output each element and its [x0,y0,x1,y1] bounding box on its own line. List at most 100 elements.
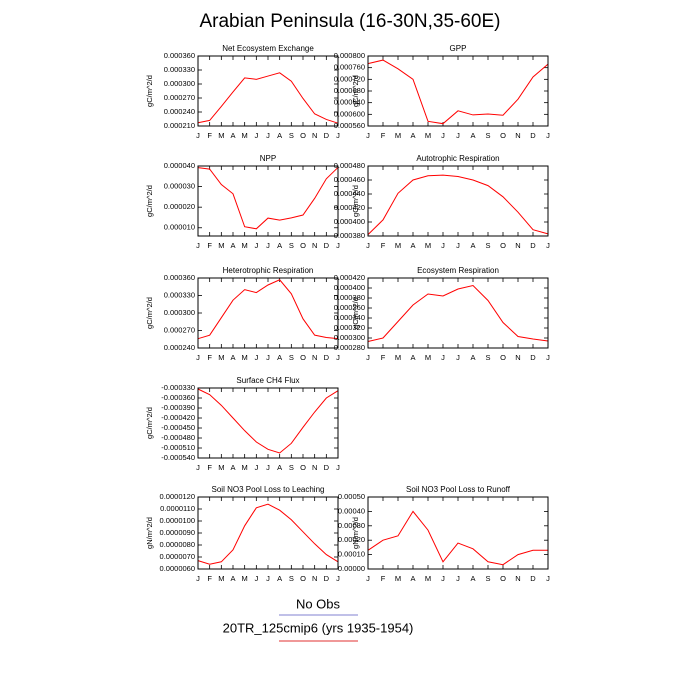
y-tick-label: 0.000270 [164,325,195,334]
x-tick-label: A [230,131,235,140]
data-line [197,388,339,454]
x-tick-label: O [500,353,506,362]
panel-title: Net Ecosystem Exchange [222,44,314,53]
y-tick-label: 0.000480 [334,161,365,170]
x-tick-label: F [207,353,212,362]
y-tick-label: 0.000800 [334,51,365,60]
x-tick-label: M [218,241,224,250]
x-tick-label: N [515,131,520,140]
x-tick-label: D [530,574,536,583]
y-tick-label: 0.0000060 [160,564,195,573]
plot-frame [367,55,549,127]
x-tick-label: O [300,463,306,472]
x-tick-label: D [324,353,330,362]
y-tick-label: 0.00020 [338,535,365,544]
plot-frame [197,277,339,349]
x-tick-label: J [196,574,200,583]
y-axis-label: gN/m^2/d [351,517,360,549]
x-tick-label: M [242,463,248,472]
x-tick-label: A [230,463,235,472]
data-line [367,510,548,566]
y-tick-label: -0.000450 [161,423,195,432]
data-line [197,503,339,565]
y-tick-label: 0.000030 [164,182,195,191]
x-tick-label: J [546,353,550,362]
y-tick-label: 0.000360 [164,51,195,60]
x-tick-label: F [207,131,212,140]
y-tick-label: 0.00040 [338,506,365,515]
x-tick-label: J [196,241,200,250]
x-tick-label: J [441,131,445,140]
x-tick-label: J [336,574,340,583]
y-tick-label: 0.0000080 [160,540,195,549]
x-tick-label: A [470,241,475,250]
x-tick-label: J [456,574,460,583]
y-tick-label: -0.000420 [161,413,195,422]
x-tick-label: N [312,131,317,140]
x-tick-label: M [425,574,431,583]
y-axis-label: gC/m^2/d [145,407,154,439]
x-tick-label: J [546,574,550,583]
y-tick-label: 0.000440 [334,189,365,198]
y-tick-label: 0.000600 [334,109,365,118]
x-tick-label: J [266,353,270,362]
plot-frame [197,165,339,237]
y-tick-label: 0.000330 [164,65,195,74]
y-tick-label: 0.000010 [164,223,195,232]
x-tick-label: J [196,353,200,362]
x-tick-label: A [470,574,475,583]
y-tick-label: 0.0000120 [160,492,195,501]
x-tick-label: A [230,353,235,362]
page-title: Arabian Peninsula (16-30N,35-60E) [199,11,500,32]
y-tick-label: 0.000360 [164,273,195,282]
x-tick-label: J [254,353,258,362]
y-tick-label: 0.000720 [334,74,365,83]
data-line [367,174,549,235]
panel-title: Heterotrophic Respiration [223,266,314,275]
x-tick-label: J [266,131,270,140]
legend-label: 20TR_125cmip6 (yrs 1935-1954) [223,620,414,635]
y-tick-label: 0.00030 [338,521,365,530]
x-tick-label: J [456,131,460,140]
x-tick-label: D [530,353,536,362]
x-tick-label: J [336,463,340,472]
y-tick-label: 0.000680 [334,86,365,95]
x-tick-label: N [515,353,520,362]
y-tick-label: 0.00010 [338,550,365,559]
y-axis-label: gC/m^2/d [351,185,360,217]
x-tick-label: D [530,131,536,140]
x-tick-label: A [230,241,235,250]
x-tick-label: O [300,574,306,583]
x-tick-label: A [410,353,415,362]
x-tick-label: M [395,131,401,140]
data-line [367,59,549,125]
plot-frame [197,496,339,570]
y-tick-label: 0.000360 [334,303,365,312]
x-tick-label: F [207,574,212,583]
y-tick-label: 0.0000110 [160,504,195,513]
x-tick-label: J [336,353,340,362]
panel-title: Ecosystem Respiration [417,266,499,275]
x-tick-label: J [456,241,460,250]
x-tick-label: J [254,241,258,250]
y-tick-label: 0.000210 [164,121,195,130]
x-tick-label: J [366,131,370,140]
plot-frame [367,277,549,349]
y-tick-label: 0.000760 [334,63,365,72]
y-tick-label: -0.000540 [161,453,195,462]
y-tick-label: 0.000560 [334,121,365,130]
y-tick-label: 0.000330 [164,290,195,299]
x-tick-label: N [312,463,317,472]
y-tick-label: 0.000270 [164,93,195,102]
y-tick-label: 0.000240 [164,107,195,116]
x-tick-label: O [300,353,306,362]
x-tick-label: M [395,574,401,583]
legend-label: No Obs [296,596,341,611]
x-tick-label: J [336,131,340,140]
data-line [197,72,339,124]
data-line [197,279,339,340]
x-tick-label: F [381,131,386,140]
x-tick-label: J [441,241,445,250]
x-tick-label: J [366,574,370,583]
y-tick-label: 0.00000 [338,564,365,573]
